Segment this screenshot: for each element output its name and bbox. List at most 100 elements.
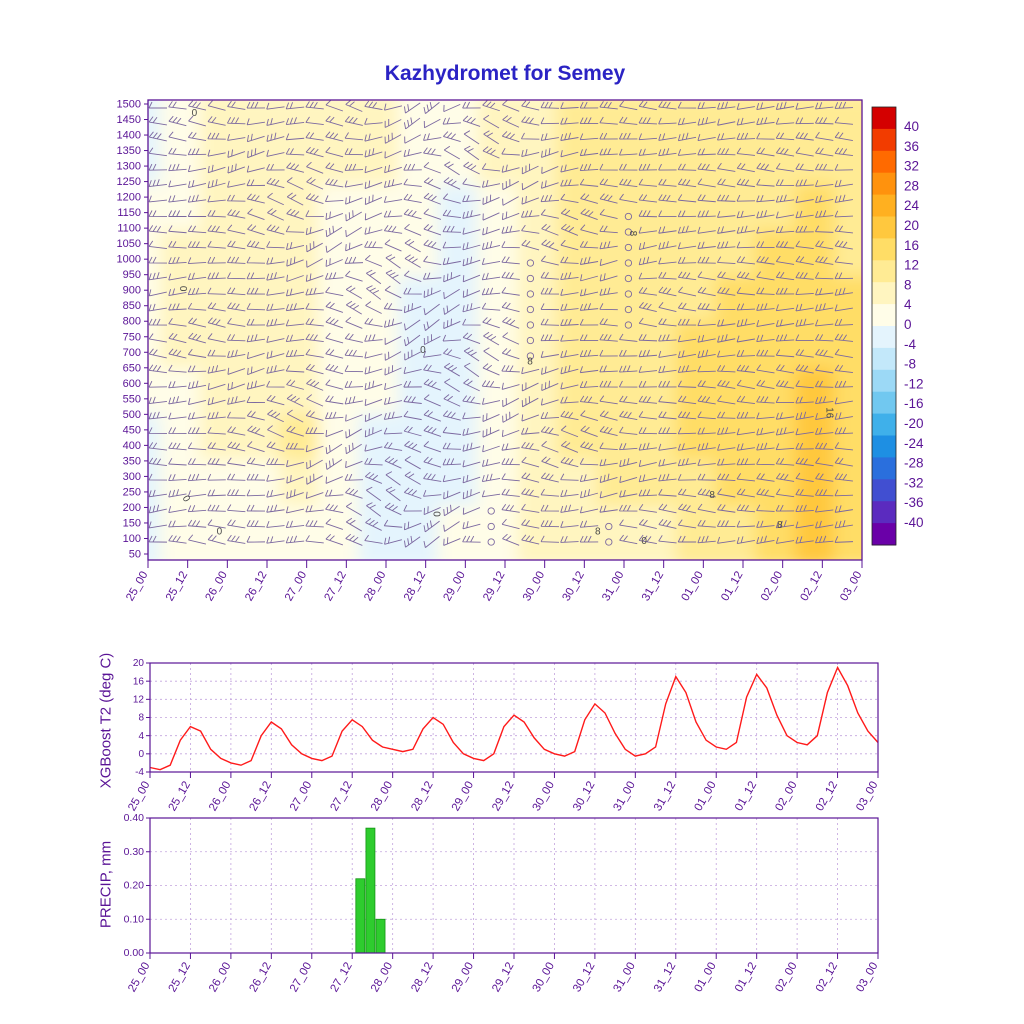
wind-barb-icon <box>619 489 638 498</box>
calm-wind-icon <box>487 538 495 546</box>
wind-barb-icon <box>443 504 460 517</box>
wind-barb-icon <box>443 304 460 315</box>
wind-barb-icon <box>834 473 853 482</box>
wind-barb-icon <box>717 379 736 389</box>
wind-barb-icon <box>541 366 559 375</box>
wind-barb-icon <box>501 382 520 390</box>
wind-barb-icon <box>227 396 246 405</box>
wind-barb-icon <box>364 366 383 375</box>
wind-barb-icon <box>285 225 305 233</box>
wind-barb-icon <box>815 472 834 482</box>
wind-barb-icon <box>187 272 207 281</box>
wind-barb-icon <box>677 210 697 218</box>
wind-barb-icon <box>325 395 344 405</box>
wind-barb-icon <box>677 380 697 388</box>
wind-barb-icon <box>756 334 775 343</box>
wind-barb-icon <box>246 535 266 543</box>
wind-barb-icon <box>246 101 266 109</box>
wind-barb-icon <box>736 178 755 188</box>
wind-barb-icon <box>423 456 442 468</box>
calm-wind-icon <box>624 259 633 267</box>
wind-barb-icon <box>815 210 834 218</box>
colorbar-tick-label: -12 <box>904 376 924 391</box>
colorbar-segment <box>872 369 896 393</box>
wind-barb-icon <box>736 411 756 419</box>
wind-barb-icon <box>795 536 814 544</box>
wind-barb-icon <box>325 379 344 390</box>
wind-barb-icon <box>638 334 658 342</box>
wind-barb-icon <box>717 241 736 249</box>
wind-barb-icon <box>658 226 677 234</box>
wind-barb-icon <box>677 395 697 405</box>
wind-barb-icon <box>227 519 246 529</box>
wind-barb-icon <box>305 520 324 528</box>
x-tick-label: 30_00 <box>531 780 557 814</box>
wind-barb-icon <box>207 333 226 343</box>
wind-barb-icon <box>502 196 519 206</box>
wind-barb-icon <box>599 287 618 296</box>
wind-barb-icon <box>247 425 265 438</box>
colorbar-segment <box>872 282 896 305</box>
wind-barb-icon <box>560 272 579 281</box>
wind-barb-icon <box>599 303 618 311</box>
wind-barb-icon <box>148 535 168 543</box>
wind-barb-icon <box>736 520 756 528</box>
wind-barb-icon <box>580 441 599 452</box>
wind-barb-icon <box>207 534 226 545</box>
wind-barb-icon <box>286 475 304 484</box>
wind-barb-icon <box>579 474 599 482</box>
colorbar-segment <box>872 479 896 502</box>
wind-barb-icon <box>677 132 697 142</box>
wind-barb-icon <box>227 149 246 158</box>
wind-barb-icon <box>462 289 481 298</box>
wind-barb-icon <box>285 506 305 514</box>
x-tick-label: 01_00 <box>680 570 706 604</box>
wind-barb-icon <box>638 442 657 451</box>
wind-barb-icon <box>325 242 343 253</box>
wind-barb-icon <box>658 257 677 265</box>
wind-barb-icon <box>599 208 618 220</box>
wind-barb-icon <box>599 116 618 125</box>
wind-barb-icon <box>834 304 853 312</box>
wind-barb-icon <box>246 352 265 360</box>
wind-barb-icon <box>834 489 854 497</box>
colorbar-tick-label: 16 <box>904 238 919 253</box>
colorbar-segment <box>872 107 896 130</box>
wind-barb-icon <box>638 133 658 141</box>
wind-barb-icon <box>345 487 363 499</box>
wind-barb-icon <box>815 413 834 421</box>
wind-barb-icon <box>366 285 382 300</box>
wind-barb-icon <box>775 412 795 420</box>
wind-barb-icon <box>717 194 736 202</box>
wind-barb-icon <box>403 425 422 437</box>
wind-barb-icon <box>599 225 618 234</box>
wind-barb-icon <box>285 133 305 141</box>
x-tick-label: 28_12 <box>409 961 435 995</box>
wind-barb-icon <box>756 427 775 436</box>
wind-barb-icon <box>560 102 579 109</box>
wind-barb-icon <box>462 178 481 188</box>
y-tick-label: 8 <box>138 713 144 724</box>
wind-barb-icon <box>444 378 460 393</box>
wind-barb-icon <box>385 269 401 285</box>
wind-barb-icon <box>638 242 657 251</box>
wind-barb-icon <box>266 177 285 189</box>
calm-wind-icon <box>605 538 613 546</box>
wind-barb-icon <box>697 102 716 110</box>
y-tick-label: 100 <box>123 533 141 545</box>
y-tick-label: -4 <box>135 767 144 778</box>
wind-barb-icon <box>148 457 167 466</box>
wind-barb-icon <box>344 365 364 373</box>
contour-label: 0 <box>641 536 647 547</box>
wind-barb-icon <box>403 319 421 331</box>
wind-barb-icon <box>501 211 520 221</box>
wind-barb-icon <box>502 397 519 408</box>
wind-barb-icon <box>148 116 167 126</box>
wind-barb-icon <box>187 380 207 390</box>
wind-barb-icon <box>385 254 401 269</box>
wind-barb-icon <box>560 239 579 251</box>
wind-barb-icon <box>795 255 814 265</box>
wind-barb-icon <box>227 334 246 342</box>
wind-barb-icon <box>325 272 344 280</box>
wind-barb-icon <box>423 239 442 251</box>
